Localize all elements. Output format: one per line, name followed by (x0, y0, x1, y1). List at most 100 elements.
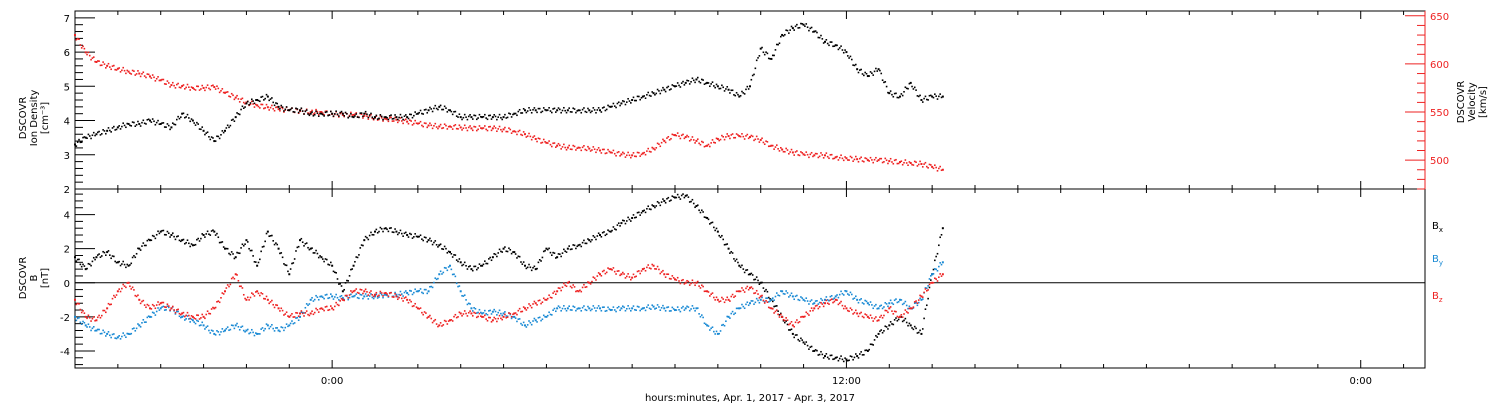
density-sample (271, 97, 273, 99)
by-point (781, 290, 784, 293)
by-sample (433, 281, 435, 284)
bx-sample (123, 263, 126, 266)
bz-point (481, 315, 484, 318)
by-sample (197, 320, 200, 323)
by-sample (218, 333, 221, 336)
bx-point (341, 290, 344, 293)
bz-sample (675, 279, 678, 281)
density-sample (670, 88, 672, 90)
by-sample (196, 319, 198, 322)
by-point (438, 273, 441, 276)
bz-sample (261, 293, 264, 295)
density-sample (691, 77, 694, 80)
velocity-sample (496, 130, 498, 133)
by-sample (79, 321, 82, 324)
bx-sample (889, 321, 892, 323)
bx-sample (611, 229, 613, 232)
bz-sample (739, 290, 742, 293)
velocity-sample (313, 112, 316, 114)
bx-sample (517, 255, 520, 258)
density-point (213, 140, 216, 143)
density-sample (501, 118, 504, 121)
by-point (652, 305, 655, 308)
bz-sample (627, 273, 629, 275)
by-sample (455, 282, 458, 285)
bx-sample (532, 266, 534, 269)
bx-sample (177, 235, 179, 237)
bx-sample (248, 247, 250, 250)
velocity-sample (339, 112, 341, 115)
velocity-sample (340, 111, 343, 114)
bx-sample (544, 249, 546, 252)
velocity-sample (694, 142, 696, 144)
bz-point (577, 290, 580, 293)
density-sample (601, 107, 604, 109)
by-sample (640, 308, 643, 310)
bz-sample (94, 319, 96, 322)
bx-sample (872, 344, 875, 346)
bx-sample (466, 268, 469, 270)
by-sample (696, 307, 699, 309)
bz-sample (103, 309, 106, 312)
bx-sample (83, 265, 86, 267)
bx-sample (667, 196, 670, 199)
density-sample (737, 93, 739, 96)
bz-sample (206, 310, 209, 313)
bz-sample (840, 300, 842, 303)
bz-sample (194, 318, 197, 320)
bx-sample (723, 243, 726, 246)
bz-point (181, 312, 184, 315)
velocity-sample (494, 127, 497, 129)
velocity-sample (233, 98, 236, 101)
velocity-sample (421, 124, 423, 127)
density-point (224, 129, 226, 132)
velocity-sample (696, 138, 699, 140)
bz-sample (549, 296, 552, 299)
bx-sample (510, 252, 513, 255)
by-sample (546, 314, 549, 317)
bz-point (909, 307, 912, 310)
density-sample (415, 113, 418, 115)
bx-sample (804, 343, 806, 345)
bz-sample (280, 307, 283, 310)
velocity-sample (244, 102, 246, 105)
by-sample (623, 306, 625, 309)
density-sample (441, 108, 443, 111)
density-point (256, 99, 259, 101)
by-sample (804, 300, 806, 302)
velocity-point (641, 152, 644, 155)
by-sample (559, 306, 561, 309)
velocity-sample (826, 155, 829, 158)
velocity-sample (623, 152, 625, 155)
bx-sample (786, 323, 789, 326)
velocity-sample (644, 153, 647, 156)
bz-sample (821, 303, 824, 305)
by-point (588, 307, 591, 310)
by-point (577, 307, 580, 310)
bz-sample (110, 303, 112, 306)
bx-point (299, 239, 301, 242)
by-sample (330, 293, 332, 295)
bx-point (406, 234, 409, 237)
density-sample (934, 93, 936, 95)
by-sample (648, 307, 651, 310)
density-sample (419, 109, 422, 112)
bx-sample (714, 229, 716, 232)
bx-sample (571, 248, 573, 250)
by-sample (478, 308, 481, 311)
bz-sample (87, 314, 90, 317)
density-sample (76, 141, 79, 143)
bz-sample (501, 318, 504, 321)
density-sample (592, 107, 595, 109)
by-sample (178, 315, 181, 318)
by-sample (538, 316, 541, 319)
density-sample (550, 111, 553, 114)
bz-sample (901, 316, 904, 318)
velocity-sample (549, 143, 552, 146)
velocity-sample (142, 71, 145, 74)
bx-sample (321, 258, 324, 260)
bx-sample (939, 236, 941, 239)
density-sample (808, 29, 810, 32)
bx-sample (548, 247, 550, 250)
velocity-sample (895, 158, 897, 161)
